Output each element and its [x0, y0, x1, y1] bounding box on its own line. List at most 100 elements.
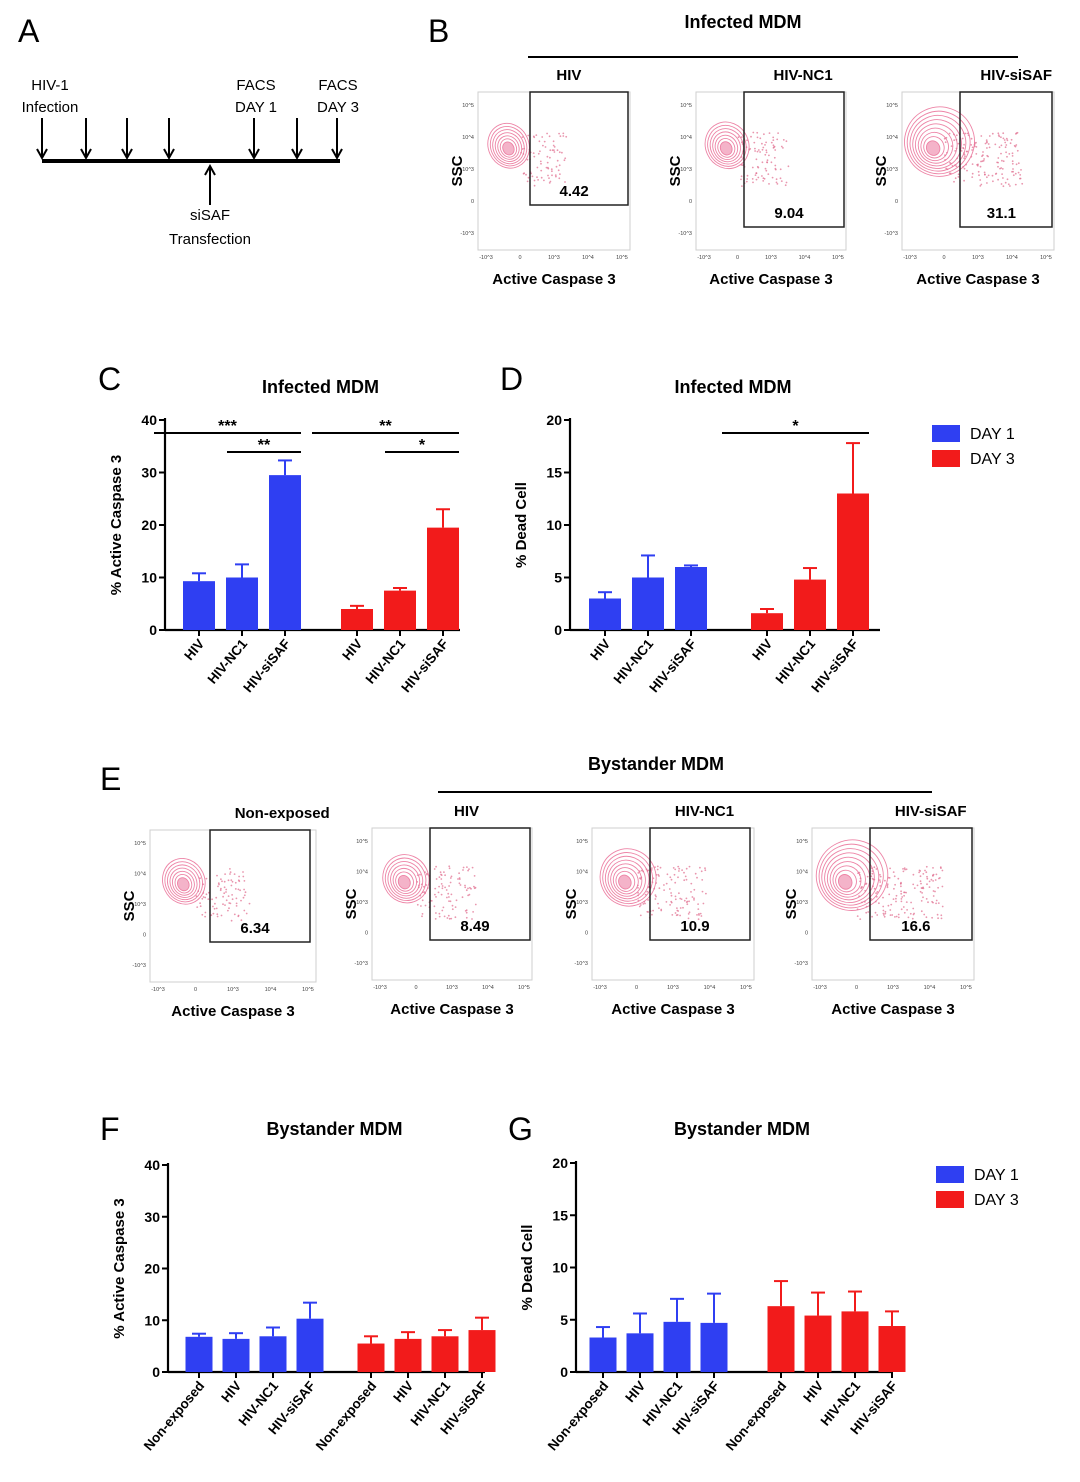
- flow-plot-title: HIV-siSAF: [980, 67, 1052, 84]
- contour-ring: [487, 122, 530, 169]
- gate-box: [649, 827, 751, 941]
- event-dot: [421, 915, 423, 918]
- significance-label: **: [258, 437, 271, 454]
- contour-ring: [832, 865, 862, 895]
- event-dot: [420, 905, 422, 907]
- legend-label: DAY 1: [974, 1167, 1019, 1184]
- event-dot: [886, 884, 889, 887]
- contour-ring: [164, 861, 203, 903]
- event-dot: [905, 901, 908, 903]
- event-dot: [980, 183, 983, 186]
- panel-e-title: Bystander MDM: [588, 754, 724, 774]
- event-dot: [879, 873, 881, 876]
- event-dot: [691, 896, 694, 898]
- contour-ring: [714, 134, 739, 160]
- event-dot: [875, 892, 877, 895]
- bar: [341, 609, 373, 630]
- event-dot: [901, 896, 904, 898]
- contour-ring: [502, 141, 515, 156]
- event-dot: [234, 888, 237, 890]
- event-dot: [647, 886, 650, 889]
- event-dot: [955, 134, 958, 137]
- event-dot: [780, 145, 783, 148]
- contour-ring: [607, 859, 646, 900]
- event-dot: [1006, 139, 1009, 142]
- flow-plot: Non-exposed 6.34 10^5 10^4 10^3 0 -10^3 -10^3 0 1…: [121, 805, 330, 1020]
- event-dot: [440, 893, 443, 896]
- event-dot: [421, 913, 424, 915]
- x-tick-label: 10^4: [582, 255, 594, 261]
- event-dot: [1017, 162, 1020, 165]
- x-tick-label: HIV: [622, 1378, 648, 1405]
- x-tick-label: -10^3: [813, 985, 827, 991]
- contour-ring: [499, 138, 518, 158]
- event-dot: [544, 146, 547, 148]
- event-dot: [932, 880, 934, 882]
- event-dot: [637, 887, 639, 889]
- event-dot: [926, 875, 928, 878]
- bar: [663, 1321, 691, 1372]
- event-dot: [763, 177, 766, 180]
- event-dot: [233, 873, 236, 875]
- flow-plot-frame: [477, 91, 631, 251]
- event-dot: [963, 179, 965, 182]
- flow-plot-title: HIV: [454, 803, 479, 820]
- event-dot: [874, 911, 877, 914]
- x-tick-label: 10^5: [518, 985, 530, 991]
- event-dot: [860, 887, 862, 890]
- event-dot: [986, 147, 988, 149]
- x-tick-label: HIV-NC1: [363, 636, 409, 687]
- event-dot: [543, 140, 546, 143]
- event-dot: [243, 888, 246, 891]
- contour-ring: [604, 855, 650, 902]
- event-dot: [537, 179, 539, 181]
- event-dot: [997, 132, 1000, 135]
- event-dot: [1002, 137, 1005, 140]
- x-tick-label: -10^3: [697, 255, 711, 261]
- x-tick-label: 0: [855, 985, 858, 991]
- x-tick-label: -10^3: [373, 985, 387, 991]
- event-dot: [759, 151, 761, 153]
- event-dot: [532, 152, 535, 155]
- event-dot: [541, 136, 544, 138]
- event-dot: [980, 160, 982, 163]
- event-dot: [897, 877, 900, 880]
- event-dot: [546, 161, 549, 164]
- event-dot: [699, 912, 702, 915]
- event-dot: [464, 910, 467, 912]
- event-dot: [755, 178, 758, 181]
- label-infection: Infection: [22, 99, 79, 116]
- event-dot: [954, 177, 957, 180]
- event-dot: [772, 144, 775, 147]
- event-dot: [434, 887, 437, 890]
- event-dot: [697, 918, 700, 921]
- event-dot: [248, 902, 251, 905]
- event-dot: [212, 905, 214, 908]
- event-dot: [693, 899, 695, 901]
- event-dot: [1017, 171, 1020, 174]
- y-tick-label: 10^5: [134, 841, 146, 847]
- event-dot: [988, 146, 991, 149]
- event-dot: [444, 886, 446, 889]
- event-dot: [937, 917, 939, 920]
- event-dot: [1000, 152, 1002, 155]
- event-dot: [546, 155, 549, 158]
- event-dot: [1006, 155, 1008, 158]
- event-dot: [740, 136, 743, 139]
- event-dot: [687, 917, 690, 920]
- event-dot: [750, 135, 752, 138]
- event-dot: [216, 915, 219, 918]
- event-dot: [658, 887, 661, 890]
- event-dot: [533, 155, 536, 158]
- event-dot: [434, 918, 437, 920]
- event-dot: [921, 887, 924, 890]
- event-dot: [222, 895, 225, 898]
- event-dot: [223, 886, 226, 889]
- event-dot: [230, 879, 233, 881]
- event-dot: [647, 899, 649, 901]
- event-dot: [654, 898, 657, 900]
- event-dot: [920, 900, 923, 902]
- event-dot: [443, 871, 445, 873]
- y-tick-label: 0: [365, 931, 368, 937]
